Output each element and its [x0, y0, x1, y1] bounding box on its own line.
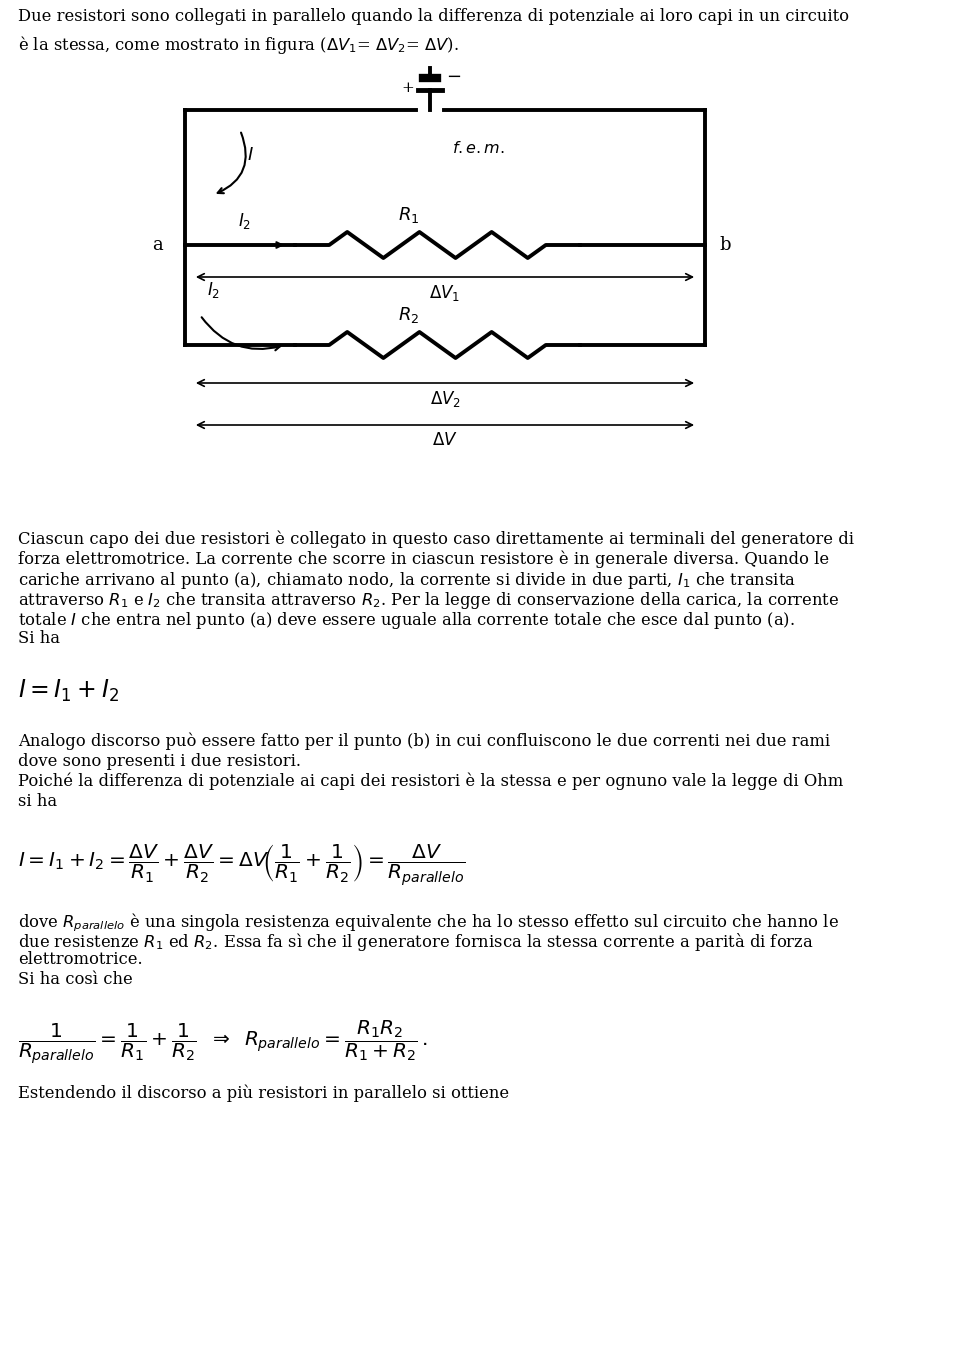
Text: Estendendo il discorso a più resistori in parallelo si ottiene: Estendendo il discorso a più resistori i… — [18, 1084, 509, 1102]
Text: $\Delta V_1$: $\Delta V_1$ — [429, 284, 461, 303]
Text: dove $R_{parallelo}$ è una singola resistenza equivalente che ha lo stesso effet: dove $R_{parallelo}$ è una singola resis… — [18, 911, 839, 934]
Text: dove sono presenti i due resistori.: dove sono presenti i due resistori. — [18, 753, 301, 769]
Text: Ciascun capo dei due resistori è collegato in questo caso direttamente ai termin: Ciascun capo dei due resistori è collega… — [18, 531, 854, 547]
Text: $I = I_1 + I_2$: $I = I_1 + I_2$ — [18, 678, 119, 704]
Text: $\mathit{I_2}$: $\mathit{I_2}$ — [238, 210, 252, 231]
Text: si ha: si ha — [18, 792, 58, 810]
Text: $I = I_1 + I_2 = \dfrac{\Delta V}{R_1} + \dfrac{\Delta V}{R_2} = \Delta V\!\left: $I = I_1 + I_2 = \dfrac{\Delta V}{R_1} +… — [18, 843, 466, 889]
Text: $\dfrac{1}{R_{parallelo}} = \dfrac{1}{R_1} + \dfrac{1}{R_2}\;\;\Rightarrow\;\; R: $\dfrac{1}{R_{parallelo}} = \dfrac{1}{R_… — [18, 1019, 428, 1067]
Text: $\Delta V_2$: $\Delta V_2$ — [429, 389, 461, 408]
Text: Due resistori sono collegati in parallelo quando la differenza di potenziale ai : Due resistori sono collegati in parallel… — [18, 8, 849, 56]
Text: −: − — [446, 68, 461, 85]
Text: forza elettromotrice. La corrente che scorre in ciascun resistore è in generale : forza elettromotrice. La corrente che sc… — [18, 550, 829, 567]
Text: Si ha così che: Si ha così che — [18, 972, 132, 988]
Text: cariche arrivano al punto (a), chiamato nodo, la corrente si divide in due parti: cariche arrivano al punto (a), chiamato … — [18, 570, 796, 592]
Text: a: a — [153, 236, 163, 254]
Text: due resistenze $R_1$ ed $R_2$. Essa fa sì che il generatore fornisca la stessa c: due resistenze $R_1$ ed $R_2$. Essa fa s… — [18, 931, 814, 953]
Text: Si ha: Si ha — [18, 630, 60, 647]
Text: Analogo discorso può essere fatto per il punto (b) in cui confluiscono le due co: Analogo discorso può essere fatto per il… — [18, 733, 830, 750]
Text: b: b — [719, 236, 731, 254]
Text: $\Delta V$: $\Delta V$ — [432, 432, 458, 449]
Text: elettromotrice.: elettromotrice. — [18, 951, 143, 968]
Text: attraverso $R_1$ e $I_2$ che transita attraverso $R_2$. Per la legge di conserva: attraverso $R_1$ e $I_2$ che transita at… — [18, 590, 839, 611]
Text: $\mathit{R_2}$: $\mathit{R_2}$ — [397, 305, 419, 324]
Text: totale $I$ che entra nel punto (a) deve essere uguale alla corrente totale che e: totale $I$ che entra nel punto (a) deve … — [18, 611, 795, 631]
Text: +: + — [401, 81, 414, 95]
Text: $\mathit{I_2}$: $\mathit{I_2}$ — [207, 280, 220, 300]
Text: $\mathit{f.e.m.}$: $\mathit{f.e.m.}$ — [452, 140, 505, 156]
Text: Poiché la differenza di potenziale ai capi dei resistori è la stessa e per ognun: Poiché la differenza di potenziale ai ca… — [18, 773, 843, 791]
Text: $\mathit{R_1}$: $\mathit{R_1}$ — [397, 205, 419, 225]
Text: $\mathit{I}$: $\mathit{I}$ — [247, 147, 253, 164]
